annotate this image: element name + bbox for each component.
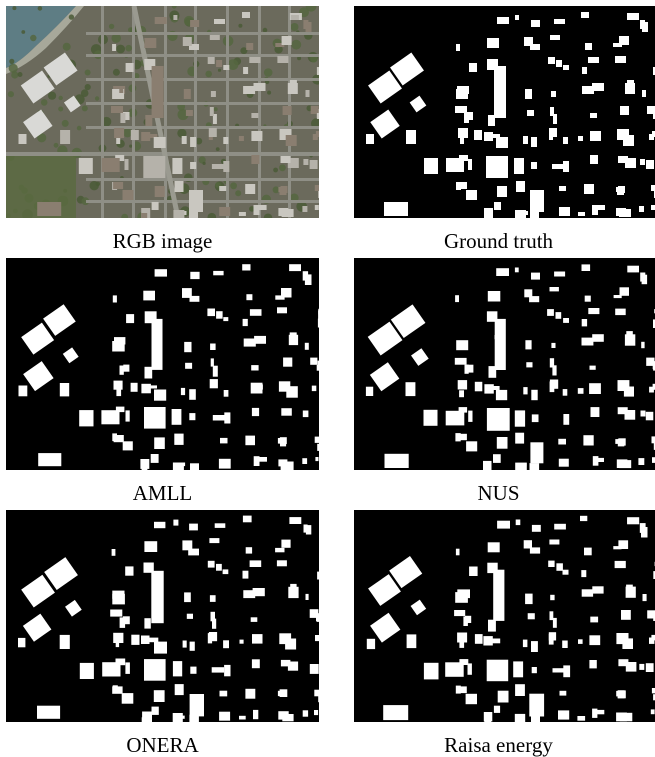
- nus-mask: [354, 258, 655, 470]
- caption-raisa-energy: Raisa energy: [444, 733, 553, 757]
- caption-onera: ONERA: [126, 733, 199, 757]
- onera-mask: [6, 510, 319, 722]
- panel-onera: [6, 510, 319, 722]
- panel-amll: [6, 258, 319, 470]
- raisa-energy-mask: [354, 510, 655, 722]
- ground-truth-mask: [354, 6, 655, 218]
- rgb-aerial-image: [6, 6, 319, 218]
- amll-mask: [6, 258, 319, 470]
- caption-rgb-image: RGB image: [112, 229, 213, 253]
- panel-rgb-image: [6, 6, 319, 218]
- caption-nus: NUS: [477, 481, 520, 505]
- panel-nus: [348, 258, 655, 470]
- panel-raisa-energy: [348, 510, 655, 722]
- caption-ground-truth: Ground truth: [443, 229, 554, 253]
- panel-ground-truth: [348, 6, 655, 218]
- caption-amll: AMLL: [132, 481, 193, 505]
